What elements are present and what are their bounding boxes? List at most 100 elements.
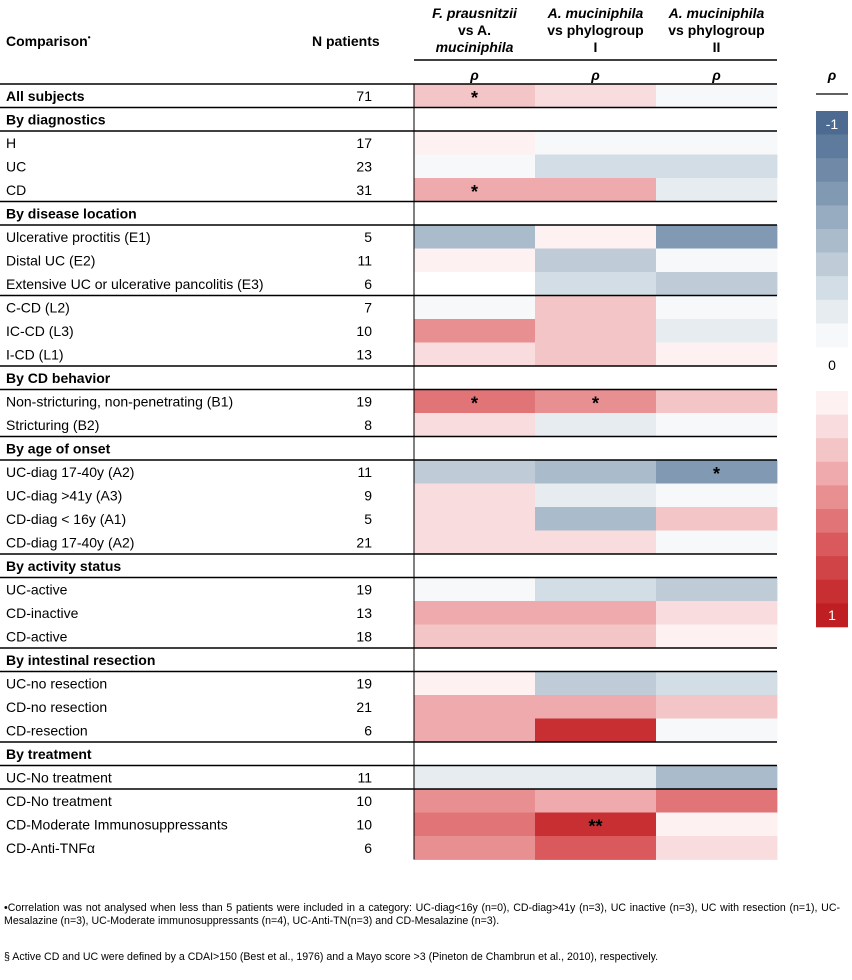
cell-cd-anti-tnfalpha-col2 [535,836,657,860]
significance-uc-diag-17-40y-a2-col3: * [713,464,720,484]
cell-cd-diag-16y-a1-col1 [414,507,536,531]
legend-label-minus-one: -1 [826,116,839,132]
cell-cd-moderate-immunosuppressants-col3 [656,812,778,837]
cell-cd-no-treatment-col2 [535,789,657,813]
n-patients-extensive-uc-or-ulcerative-pancolitis-e3: 6 [364,276,372,292]
cell-ic-cd-l3-col2 [535,319,657,343]
n-patients-cd-resection: 6 [364,722,372,738]
cell-cd-diag-16y-a1-col2 [535,507,657,531]
row-label-all-subjects: All subjects [6,88,85,104]
comparison-column-header: Comparison• [6,33,91,49]
cell-cd-moderate-immunosuppressants-col1 [414,812,536,837]
legend-swatch-pos3 [816,438,848,463]
row-label-uc: UC [6,158,26,174]
heatmap-header: Comparison• N patients [6,33,380,49]
row-label-cd-anti-tnfalpha: CD-Anti-TNFα [6,840,95,856]
cell-uc-no-treatment-col2 [535,765,657,790]
row-label-cd-diag-16y-a1: CD-diag < 16y (A1) [6,511,126,527]
significance-non-stricturing-non-penetrating-b1-col2: * [592,393,599,413]
legend-swatch-pos1 [816,391,848,415]
n-patients-h: 17 [356,135,372,151]
n-patients-i-cd-l1: 13 [356,346,372,362]
column-header-1: F. prausnitzii vs A. muciniphila [432,5,518,55]
legend-swatch-neg10 [816,111,848,135]
column-header-2-line-2: vs phylogroup [547,22,643,38]
cell-cd-no-treatment-col3 [656,789,778,813]
column-header-1-line-3: muciniphila [436,39,514,55]
row-label-cd-no-treatment: CD-No treatment [6,793,112,809]
n-patients-c-cd-l2: 7 [364,299,372,315]
cell-uc-col3 [656,154,778,179]
cell-cd-active-col2 [535,624,657,649]
cell-uc-no-resection-col3 [656,671,778,696]
cell-distal-uc-e2-col2 [535,248,657,273]
n-patients-cd-inactive: 13 [356,605,372,621]
table-rules [0,59,777,860]
cell-cd-inactive-col1 [414,601,536,625]
cell-extensive-uc-or-ulcerative-pancolitis-e3-col3 [656,272,778,296]
row-label-stricturing-b2: Stricturing (B2) [6,417,99,433]
cell-uc-no-treatment-col1 [414,765,536,790]
n-patients-distal-uc-e2: 11 [357,252,372,268]
cell-cd-active-col3 [656,624,778,649]
n-patients-uc-diag-17-40y-a2: 11 [357,464,372,480]
cell-uc-col2 [535,154,657,179]
cell-ic-cd-l3-col1 [414,319,536,343]
cell-uc-active-col2 [535,577,657,602]
cell-uc-diag-41y-a3-col2 [535,483,657,508]
n-patients-ic-cd-l3: 10 [356,323,372,339]
n-patients-stricturing-b2: 8 [364,417,372,433]
cell-i-cd-l1-col1 [414,342,536,367]
cell-ulcerative-proctitis-e1-col3 [656,225,778,249]
column-header-3: A. muciniphila vs phylogroup II [668,5,765,55]
n-patients-cd-active: 18 [356,628,372,644]
n-patients-uc-diag-41y-a3: 9 [364,487,372,503]
legend-label-one: 1 [828,607,836,623]
legend-swatch-pos4 [816,461,848,486]
column-header-1-line-2: vs A. [458,22,491,38]
significance-non-stricturing-non-penetrating-b1-col1: * [471,393,478,413]
significance-all-subjects-col1: * [471,88,478,108]
cell-c-cd-l2-col1 [414,295,536,320]
cell-uc-col1 [414,154,536,179]
row-label-h: H [6,135,16,151]
legend-swatch-neg3 [816,276,848,301]
significance-markers: *** **** [471,88,720,837]
row-label-uc-active: UC-active [6,581,68,597]
cell-cd-diag-17-40y-a2-col3 [656,530,778,555]
column-header-3-line-3: II [713,39,721,55]
cell-cd-inactive-col2 [535,601,657,625]
section-header-by-treatment: By treatment [6,746,92,762]
cell-cd-active-col1 [414,624,536,649]
n-patients-cd: 31 [356,182,372,198]
cell-non-stricturing-non-penetrating-b1-col1 [414,389,536,414]
row-label-cd-active: CD-active [6,628,68,644]
legend-swatch-neg2 [816,299,848,324]
cell-uc-diag-17-40y-a2-col1 [414,460,536,484]
section-header-by-cd-behavior: By CD behavior [6,370,111,386]
n-patients-column-header: N patients [312,33,380,49]
footnote-not-analysed: •Correlation was not analysed when less … [4,902,840,927]
rho-label-column-3: ρ [711,67,721,83]
row-label-cd-moderate-immunosuppressants: CD-Moderate Immunosuppressants [6,816,228,832]
n-patients-uc-no-treatment: 11 [357,769,372,785]
cell-all-subjects-col2 [535,84,657,108]
row-label-c-cd-l2: C-CD (L2) [6,299,70,315]
cell-cd-resection-col1 [414,718,536,743]
n-patients-non-stricturing-non-penetrating-b1: 19 [356,393,372,409]
cell-distal-uc-e2-col1 [414,248,536,273]
section-header-by-disease-location: By disease location [6,205,137,221]
row-label-cd-diag-17-40y-a2: CD-diag 17-40y (A2) [6,534,134,550]
row-label-uc-diag-17-40y-a2: UC-diag 17-40y (A2) [6,464,134,480]
cell-cd-no-resection-col1 [414,695,536,719]
cell-stricturing-b2-col2 [535,413,657,437]
row-label-ulcerative-proctitis-e1: Ulcerative proctitis (E1) [6,229,151,245]
cell-h-col3 [656,131,778,155]
rho-label-column-1: ρ [469,67,479,83]
legend-swatch-pos5 [816,485,848,510]
row-label-cd-inactive: CD-inactive [6,605,79,621]
row-label-ic-cd-l3: IC-CD (L3) [6,323,74,339]
cell-cd-no-resection-col2 [535,695,657,719]
n-patients-cd-no-treatment: 10 [356,793,372,809]
cell-uc-no-resection-col2 [535,671,657,696]
